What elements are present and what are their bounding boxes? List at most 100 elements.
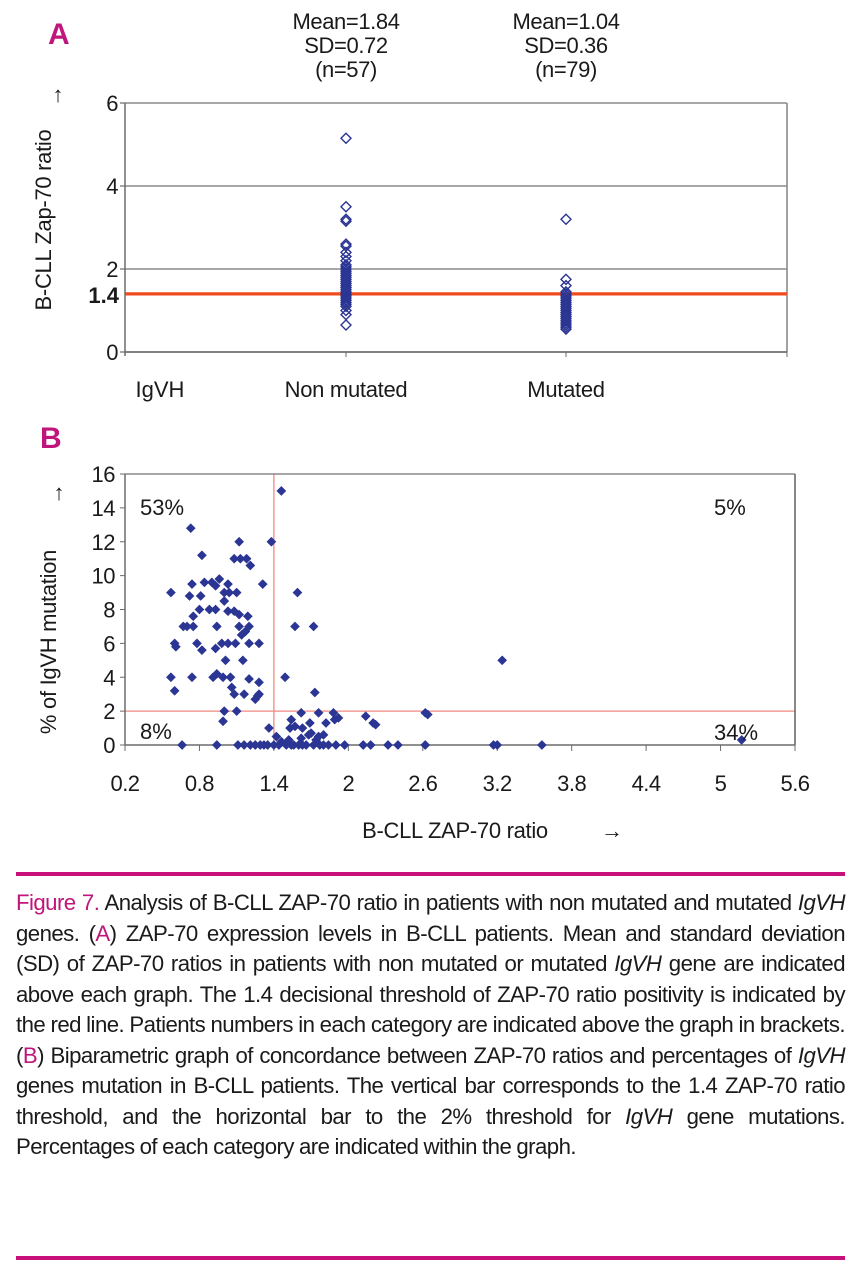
- data-point-mutated: [560, 273, 572, 286]
- chart-b: 0 2 4 6 8 10 12 14 16 0.2 0.8 1.4 2 2.6 3.2 3.8 4.4 5 5.6 5…: [36, 462, 810, 843]
- data-point: [210, 604, 221, 615]
- caption-text: gene mutations. Percentages of each cate…: [16, 1103, 846, 1160]
- data-point: [234, 621, 245, 632]
- data-point: [195, 590, 206, 601]
- data-point: [210, 580, 221, 591]
- bottom-rule: [16, 1256, 845, 1260]
- data-point-non-mutated: [340, 246, 352, 259]
- data-point: [422, 709, 433, 720]
- data-point: [263, 723, 274, 734]
- data-point: [296, 707, 307, 718]
- xtick-label: 2.6: [408, 771, 437, 796]
- data-point: [383, 740, 393, 750]
- y-axis-label: % of IgVH mutation: [36, 550, 61, 734]
- data-point: [365, 740, 376, 750]
- data-point-non-mutated: [340, 319, 352, 332]
- top-rule: [16, 872, 845, 876]
- data-point: [169, 685, 180, 696]
- data-point: [223, 579, 233, 590]
- caption-text: genes. (: [16, 920, 96, 946]
- data-point: [301, 740, 312, 750]
- data-point: [194, 604, 205, 615]
- data-point: [218, 672, 228, 683]
- caption-highlight: Figure 7.: [16, 890, 100, 915]
- arrow-right-icon: →: [601, 818, 623, 843]
- data-point: [229, 606, 240, 617]
- data-point: [237, 655, 248, 666]
- stats-annotation: Mean=1.04: [512, 9, 619, 34]
- stats-annotation: SD=0.72: [304, 33, 388, 58]
- ytick-label: 2: [103, 699, 115, 724]
- ytick-label: 12: [92, 530, 116, 555]
- data-point: [170, 641, 181, 652]
- data-point: [271, 731, 282, 742]
- data-point-non-mutated: [340, 215, 352, 228]
- ytick-label: 4: [103, 665, 115, 690]
- data-point: [254, 677, 264, 688]
- data-point: [165, 672, 176, 683]
- category-label: Non mutated: [285, 377, 408, 402]
- data-point: [199, 577, 210, 588]
- data-point: [224, 587, 235, 598]
- data-point-mutated: [560, 319, 572, 332]
- data-point-non-mutated: [340, 300, 352, 313]
- caption-gene-name: IgVH: [797, 890, 846, 915]
- x-axis-label: IgVH: [136, 377, 185, 402]
- data-point: [308, 621, 319, 632]
- data-point: [497, 655, 508, 666]
- data-point: [492, 740, 503, 750]
- xtick-label: 0.2: [110, 771, 139, 796]
- category-label: Mutated: [527, 377, 604, 402]
- data-point: [231, 706, 242, 717]
- data-point: [196, 550, 207, 561]
- caption-gene-name: IgVH: [614, 951, 662, 976]
- data-point-mutated: [560, 314, 572, 327]
- ytick-label: 8: [103, 598, 115, 623]
- data-point: [219, 706, 230, 717]
- ytick-label: 6: [106, 91, 118, 116]
- data-point: [165, 587, 176, 598]
- data-point: [185, 523, 196, 534]
- caption-text: gene are indi­cated above each graph. Th…: [16, 951, 846, 1068]
- panel-label-a: A: [48, 18, 70, 51]
- data-point-mutated: [560, 321, 572, 334]
- data-point: [313, 707, 324, 718]
- caption-text: ) ZAP-70 expression levels in B-CLL pati…: [16, 920, 846, 977]
- data-point-non-mutated: [340, 200, 352, 213]
- xtick-label: 0.8: [185, 771, 214, 796]
- data-point: [187, 579, 197, 590]
- data-point: [219, 596, 230, 606]
- caption-highlight: B: [22, 1042, 38, 1068]
- data-point: [187, 672, 197, 683]
- data-point: [218, 716, 228, 727]
- data-point: [266, 536, 277, 547]
- caption-gene-name: IgVH: [625, 1103, 673, 1129]
- data-point-non-mutated: [340, 238, 352, 251]
- caption-gene-name: IgVH: [797, 1042, 846, 1068]
- data-point: [234, 536, 245, 547]
- quadrant-label-top-right: 5%: [714, 495, 746, 520]
- data-point: [536, 740, 547, 750]
- data-point: [276, 485, 287, 496]
- data-point: [241, 553, 252, 564]
- data-point-mutated: [560, 213, 572, 226]
- xtick-label: 5: [715, 771, 727, 796]
- data-point: [229, 689, 240, 700]
- xtick-label: 2: [342, 771, 354, 796]
- data-point: [211, 621, 222, 632]
- data-point: [211, 740, 222, 750]
- data-point: [736, 734, 747, 745]
- data-point: [220, 655, 231, 666]
- ytick-label: 16: [92, 462, 116, 487]
- data-point: [244, 673, 255, 684]
- data-point: [309, 687, 320, 698]
- stats-annotation: (n=79): [535, 57, 597, 82]
- quadrant-label-bottom-left: 8%: [140, 719, 172, 744]
- data-point: [339, 740, 350, 750]
- data-point: [244, 621, 255, 632]
- data-point: [290, 721, 300, 732]
- data-point: [370, 719, 381, 730]
- data-point: [254, 638, 264, 649]
- data-point-mutated: [560, 316, 572, 329]
